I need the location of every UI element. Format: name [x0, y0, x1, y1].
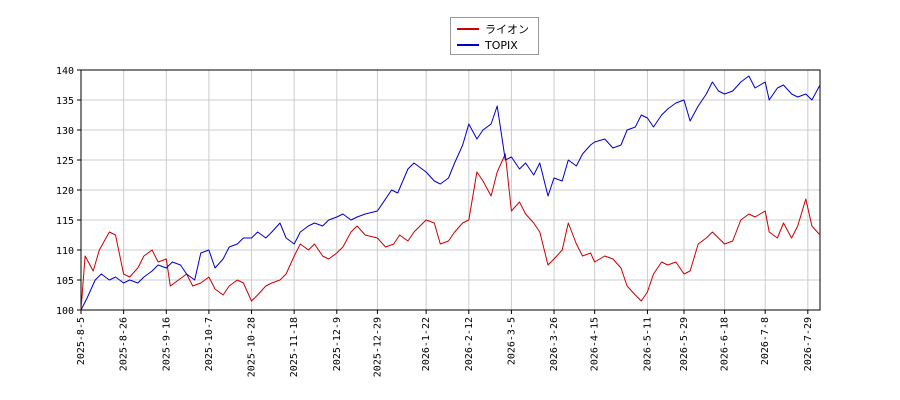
x-tick-label: 2025-10-28 [247, 317, 258, 377]
y-tick-label: 140 [56, 66, 74, 77]
y-tick-label: 120 [56, 186, 74, 197]
y-tick-label: 110 [56, 246, 74, 257]
y-tick-label: 135 [56, 96, 74, 107]
y-tick-label: 130 [56, 126, 74, 137]
series-lines [80, 75, 821, 311]
x-tick-label: 2025-12-9 [332, 317, 343, 371]
x-tick-label: 2025-8-26 [119, 317, 130, 371]
x-tick-label: 2026-2-12 [464, 317, 475, 371]
x-tick-label: 2025-12-29 [372, 317, 383, 377]
legend-item-topix: TOPIX [457, 37, 518, 53]
x-tick-label: 2025-8-5 [76, 317, 87, 365]
x-tick-label: 2025-10-7 [204, 317, 215, 371]
x-tick-label: 2026-6-18 [720, 317, 731, 371]
legend-item-lion: ライオン [457, 21, 529, 37]
legend-swatch-topix [457, 44, 479, 46]
x-tick-label: 2026-7-8 [760, 317, 771, 365]
legend-label-topix: TOPIX [485, 38, 518, 52]
y-tick-label: 115 [56, 216, 74, 227]
legend-label-lion: ライオン [485, 23, 529, 36]
x-tick-label: 2026-3-26 [549, 317, 560, 371]
x-tick-label: 2026-5-11 [642, 317, 653, 371]
y-axis-ticks: 100 105 110 115 120 125 130 135 140 [56, 66, 81, 317]
y-tick-label: 125 [56, 156, 74, 167]
x-tick-label: 2026-5-29 [679, 317, 690, 371]
y-tick-label: 105 [56, 276, 74, 287]
x-tick-label: 2026-4-15 [590, 317, 601, 371]
legend-swatch-lion [457, 28, 479, 30]
y-tick-label: 100 [56, 306, 74, 317]
x-tick-label: 2026-1-22 [421, 317, 432, 371]
x-tick-label: 2026-3-5 [506, 317, 517, 365]
legend: ライオン TOPIX [450, 17, 539, 55]
series-line-topix [80, 75, 821, 311]
x-tick-label: 2025-11-18 [289, 317, 300, 377]
x-tick-label: 2025-9-16 [161, 317, 172, 371]
series-line-lion [80, 153, 821, 311]
x-tick-label: 2026-7-29 [803, 317, 814, 371]
x-axis-ticks: 2025-8-5 2025-8-26 2025-9-16 2025-10-7 2025-… [76, 310, 814, 377]
grid-lines [80, 69, 820, 311]
